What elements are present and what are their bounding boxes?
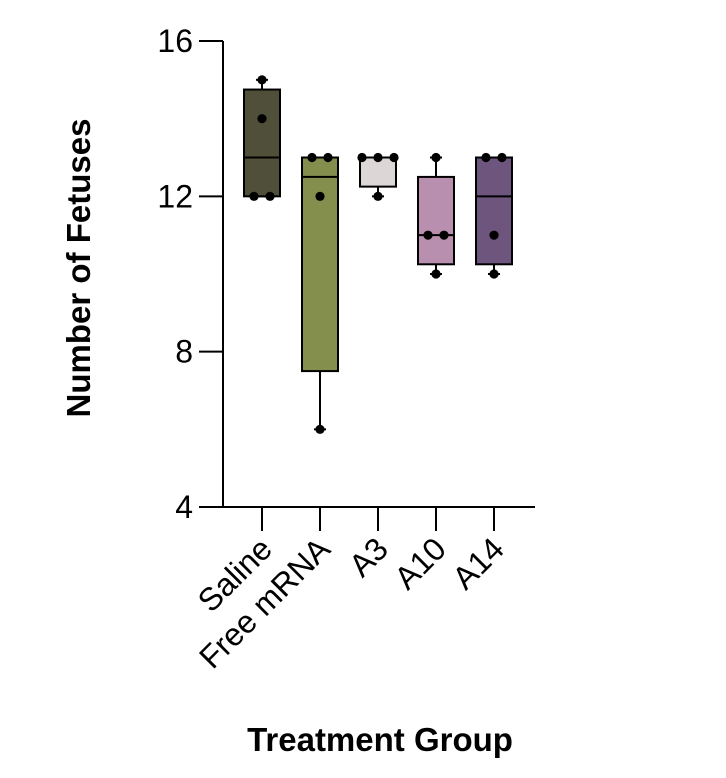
data-point: [439, 230, 449, 240]
box-group-a10: [417, 152, 455, 279]
data-point: [431, 152, 441, 163]
x-axis-title: Treatment Group: [247, 721, 513, 758]
y-tick-label: 16: [157, 23, 193, 59]
data-point: [497, 152, 507, 163]
data-point: [257, 75, 267, 85]
data-point: [315, 191, 325, 201]
data-point: [373, 191, 383, 201]
data-point: [481, 152, 491, 163]
data-point: [257, 114, 267, 124]
data-point: [423, 230, 433, 240]
data-point: [489, 269, 499, 279]
data-point: [307, 152, 317, 163]
box-group-saline: [243, 75, 281, 201]
data-point: [373, 152, 383, 163]
y-axis-title: Number of Fetuses: [60, 119, 97, 418]
data-point: [323, 152, 333, 163]
data-point: [431, 269, 441, 279]
box: [243, 88, 281, 198]
x-tick-label: A3: [342, 530, 395, 583]
x-tick-label: A14: [445, 530, 511, 596]
y-tick-label: 12: [157, 178, 193, 214]
box: [301, 156, 339, 373]
data-point: [265, 191, 275, 201]
data-point: [489, 230, 499, 240]
box-group-a3: [357, 152, 399, 201]
box: [417, 175, 455, 266]
y-tick-label: 8: [175, 334, 193, 370]
y-axis: 4 8 12 16: [157, 23, 224, 525]
data-point: [315, 424, 325, 434]
box: [475, 156, 513, 266]
box-group-free-mrna: [301, 152, 339, 434]
y-tick-label: 4: [175, 489, 193, 525]
data-point: [357, 152, 367, 163]
x-tick-label: A10: [387, 530, 453, 596]
box-group-a14: [475, 152, 513, 279]
data-point: [389, 152, 399, 163]
data-point: [249, 191, 259, 201]
box: [359, 156, 397, 188]
plot-area: [243, 75, 513, 434]
